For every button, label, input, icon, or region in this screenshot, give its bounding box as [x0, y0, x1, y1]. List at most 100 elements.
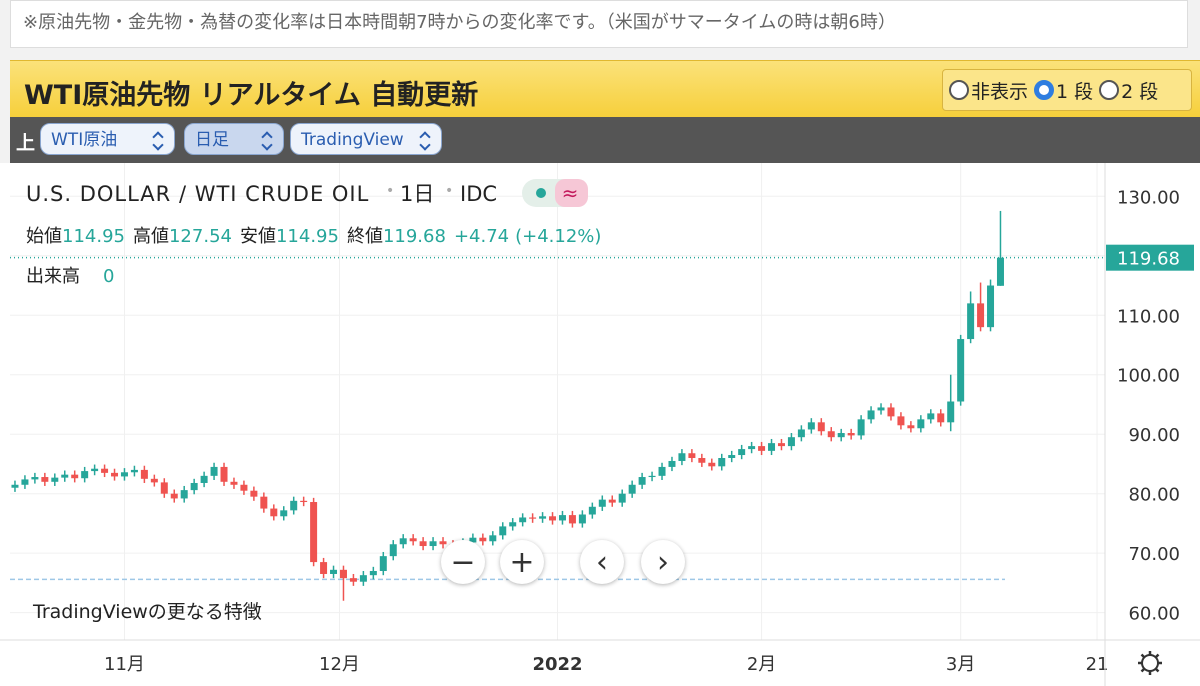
scroll-right-button[interactable]: ›: [641, 540, 685, 584]
candle-body: [678, 453, 686, 461]
candle-body: [987, 285, 995, 328]
candle-body: [937, 413, 945, 423]
candle-body: [349, 578, 357, 582]
candle-body: [61, 474, 69, 478]
radio-dot[interactable]: [1034, 80, 1055, 100]
chart: 60.0070.0080.0090.00100.00110.00120.0013…: [0, 163, 1200, 686]
y-tick-label: 130.00: [1117, 187, 1180, 208]
candle-body: [748, 446, 756, 450]
candle-body: [469, 537, 477, 543]
candle-body: [11, 484, 19, 488]
candle-body: [668, 460, 676, 467]
candle-body: [230, 481, 238, 485]
x-tick-label: 3月: [946, 654, 975, 675]
candle-body: [648, 475, 656, 478]
candle-body: [658, 466, 666, 476]
status-badge: [555, 179, 588, 207]
candle-body: [180, 490, 188, 499]
ohlc-label: 終値: [347, 226, 383, 247]
volume-label: 出来高: [26, 266, 80, 287]
candle-body: [150, 478, 158, 483]
candle-body: [479, 537, 487, 542]
radio-label: 1 段: [1056, 80, 1094, 103]
display-options: 非表示 1 段 2 段: [942, 69, 1192, 111]
y-tick-label: 80.00: [1128, 485, 1180, 506]
candle-body: [867, 410, 875, 420]
candle-body: [837, 433, 845, 438]
y-tick-label: 100.00: [1117, 366, 1180, 387]
scroll-left-button[interactable]: ‹: [580, 540, 624, 584]
candle-body: [847, 433, 855, 436]
candle-body: [489, 535, 497, 542]
zoom-out-button[interactable]: −: [441, 540, 485, 584]
radio-option[interactable]: 1 段: [1034, 77, 1093, 104]
ohlc-label: 安値: [240, 226, 276, 247]
candle-body: [628, 484, 636, 494]
candle-body: [807, 422, 815, 430]
settings-icon: [1138, 651, 1162, 675]
volume-value: 0: [103, 266, 114, 287]
candle-body: [160, 482, 168, 494]
ohlc-label: 高値: [133, 226, 169, 247]
candle-body: [170, 493, 178, 499]
radio-option[interactable]: 2 段: [1099, 77, 1158, 104]
candle-body: [419, 541, 427, 547]
chart-interval: 1日: [400, 182, 434, 206]
select[interactable]: TradingView: [290, 123, 442, 155]
select[interactable]: WTI原油: [40, 123, 175, 155]
candle-body: [101, 468, 109, 473]
radio-dot[interactable]: [949, 80, 969, 100]
chart-source: IDC: [460, 182, 497, 206]
candle-body: [31, 477, 39, 480]
candle-body: [210, 466, 218, 476]
toolbar: 上 WTI原油 日足 TradingView: [10, 117, 1200, 163]
candle-body: [927, 413, 935, 420]
header-title: WTI原油先物 リアルタイム 自動更新: [24, 80, 479, 111]
select[interactable]: 日足: [184, 123, 284, 155]
settings-tooth: [1140, 653, 1146, 659]
x-tick-label: 2月: [747, 654, 776, 675]
x-tick-label: 21: [1086, 654, 1109, 675]
zoom-in-button[interactable]: +: [500, 540, 544, 584]
candle-body: [558, 515, 566, 521]
candle-body: [190, 482, 198, 491]
candle-body: [827, 431, 835, 438]
candle-body: [718, 458, 726, 467]
candle-body: [598, 499, 606, 507]
change: +4.74: [454, 226, 509, 247]
radio-option[interactable]: 非表示: [949, 77, 1028, 104]
ohlc-label: 始値: [26, 226, 62, 247]
candle-body: [41, 477, 49, 482]
candle-body: [857, 419, 865, 436]
settings-tooth: [1140, 667, 1146, 673]
candle-body: [310, 502, 318, 563]
candle-body: [768, 443, 776, 451]
ohlc-value: 127.54: [169, 226, 232, 247]
candle-body: [300, 500, 308, 503]
candle-body: [439, 541, 447, 545]
candle-body: [758, 446, 766, 451]
candle-body: [21, 479, 29, 485]
candle-body: [877, 407, 885, 411]
candle-body: [618, 493, 626, 503]
candle-body: [777, 443, 785, 447]
radio-label: 非表示: [971, 80, 1029, 103]
candle-body: [688, 453, 696, 459]
candle-body: [499, 526, 507, 536]
settings-tooth: [1154, 653, 1160, 659]
candle-body: [708, 462, 716, 467]
x-tick-label: 11月: [104, 654, 145, 675]
candle-body: [578, 514, 586, 524]
candle-body: [280, 510, 288, 517]
candle-body: [897, 416, 905, 426]
candle-body: [738, 449, 746, 456]
candle-body: [539, 516, 547, 519]
candle-body: [887, 407, 895, 417]
legend-sep: •: [445, 183, 453, 199]
settings-tooth: [1154, 667, 1160, 673]
radio-dot[interactable]: [1099, 80, 1120, 100]
price-tag: [1106, 244, 1194, 271]
change-pct: (+4.12%): [515, 226, 601, 247]
candle-body: [339, 569, 347, 579]
chart-title: U.S. DOLLAR / WTI CRUDE OIL: [26, 182, 369, 206]
